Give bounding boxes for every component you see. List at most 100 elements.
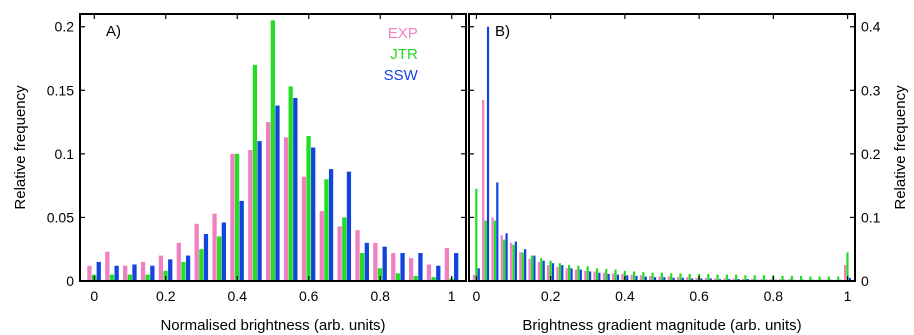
bar-ssw bbox=[644, 276, 647, 281]
legend-entry-jtr: JTR bbox=[390, 46, 418, 63]
bar-exp bbox=[621, 274, 624, 281]
bar-jtr bbox=[493, 220, 496, 281]
y-tick-label: 0.2 bbox=[861, 146, 881, 162]
bar-ssw bbox=[477, 268, 480, 281]
bar-jtr bbox=[790, 275, 793, 281]
x-tick-label: 0.2 bbox=[156, 288, 176, 304]
bar-ssw bbox=[275, 105, 280, 281]
bar-jtr bbox=[679, 273, 682, 281]
bar-jtr bbox=[342, 217, 347, 281]
x-tick-label: 0.6 bbox=[689, 288, 709, 304]
bar-exp bbox=[547, 265, 550, 281]
bar-exp bbox=[87, 265, 92, 281]
bar-ssw bbox=[328, 169, 334, 281]
bar-ssw bbox=[551, 263, 555, 281]
bar-jtr bbox=[512, 244, 515, 281]
bar-ssw bbox=[311, 147, 316, 281]
bar-ssw bbox=[533, 255, 536, 281]
bar-jtr bbox=[623, 270, 626, 281]
bar-jtr bbox=[799, 275, 803, 281]
legend-entry-exp: EXP bbox=[388, 25, 418, 42]
y-axis-title: Relative frequency bbox=[12, 85, 29, 210]
bar-exp bbox=[158, 255, 164, 281]
x-tick-label: 0 bbox=[473, 288, 481, 304]
bar-ssw bbox=[293, 97, 298, 281]
bar-jtr bbox=[632, 271, 636, 281]
bar-exp bbox=[714, 278, 717, 281]
bar-jtr bbox=[288, 86, 293, 281]
bar-jtr bbox=[540, 258, 543, 281]
bar-jtr bbox=[145, 274, 150, 281]
bar-exp bbox=[676, 277, 680, 281]
bar-exp bbox=[482, 99, 485, 281]
bar-jtr bbox=[642, 272, 645, 281]
bar-ssw bbox=[663, 277, 666, 281]
x-tick-label: 1 bbox=[448, 288, 456, 304]
bar-exp bbox=[584, 270, 587, 281]
bar-jtr bbox=[503, 239, 506, 281]
bar-exp bbox=[528, 258, 531, 281]
bar-exp bbox=[704, 277, 707, 281]
bar-ssw bbox=[691, 278, 694, 281]
bar-exp bbox=[649, 275, 652, 281]
bar-ssw bbox=[418, 253, 423, 281]
bar-ssw bbox=[96, 261, 101, 281]
bar-ssw bbox=[436, 265, 441, 281]
bar-jtr bbox=[586, 266, 589, 281]
bar-ssw bbox=[257, 141, 262, 281]
bar-exp bbox=[266, 122, 271, 281]
bar-jtr bbox=[725, 274, 728, 281]
bar-jtr bbox=[270, 20, 275, 282]
bar-jtr bbox=[530, 255, 534, 281]
bar-ssw bbox=[454, 253, 459, 281]
bar-ssw bbox=[400, 253, 405, 281]
bar-exp bbox=[732, 278, 735, 281]
bar-exp bbox=[248, 150, 253, 281]
x-tick-label: 0.2 bbox=[541, 288, 561, 304]
bar-jtr bbox=[716, 274, 719, 281]
y-tick-label: 0.1 bbox=[861, 209, 881, 225]
bar-exp bbox=[686, 277, 689, 281]
bar-ssw bbox=[616, 274, 620, 281]
bar-ssw bbox=[681, 277, 684, 281]
y-tick-label: 0.05 bbox=[47, 209, 74, 225]
bar-jtr bbox=[395, 273, 401, 281]
bar-exp bbox=[230, 153, 235, 281]
bar-ssw bbox=[709, 278, 712, 281]
bar-exp bbox=[574, 269, 578, 281]
bar-ssw bbox=[221, 222, 226, 281]
bar-ssw bbox=[626, 275, 629, 281]
bar-exp bbox=[519, 252, 522, 281]
x-tick-label: 0 bbox=[90, 288, 98, 304]
bar-jtr bbox=[109, 274, 115, 281]
bar-exp bbox=[491, 217, 494, 281]
bar-exp bbox=[140, 261, 146, 281]
bar-jtr bbox=[818, 276, 821, 281]
bar-ssw bbox=[346, 171, 352, 281]
bar-jtr bbox=[837, 276, 840, 281]
bar-jtr bbox=[614, 269, 617, 281]
bar-jtr bbox=[431, 277, 436, 281]
bar-jtr bbox=[827, 276, 831, 281]
bar-jtr bbox=[360, 253, 365, 281]
y-tick-label: 0.4 bbox=[861, 19, 881, 35]
bar-jtr bbox=[475, 188, 478, 281]
bar-ssw bbox=[382, 246, 387, 281]
bar-ssw bbox=[607, 274, 610, 281]
bar-ssw bbox=[150, 265, 155, 281]
y-tick-label: 0 bbox=[66, 273, 74, 289]
plot-frame bbox=[79, 13, 467, 282]
bar-jtr bbox=[670, 273, 673, 281]
bar-jtr bbox=[651, 272, 654, 281]
bar-jtr bbox=[762, 275, 766, 281]
x-axis-title: Normalised brightness (arb. units) bbox=[160, 317, 385, 334]
bar-jtr bbox=[595, 268, 599, 281]
bar-jtr bbox=[753, 275, 756, 281]
panel-label: B) bbox=[495, 23, 510, 40]
bar-exp bbox=[509, 242, 513, 281]
bar-exp bbox=[444, 247, 449, 281]
bar-ssw bbox=[203, 233, 209, 281]
panel-label: A) bbox=[106, 23, 121, 40]
bar-exp bbox=[593, 271, 596, 281]
